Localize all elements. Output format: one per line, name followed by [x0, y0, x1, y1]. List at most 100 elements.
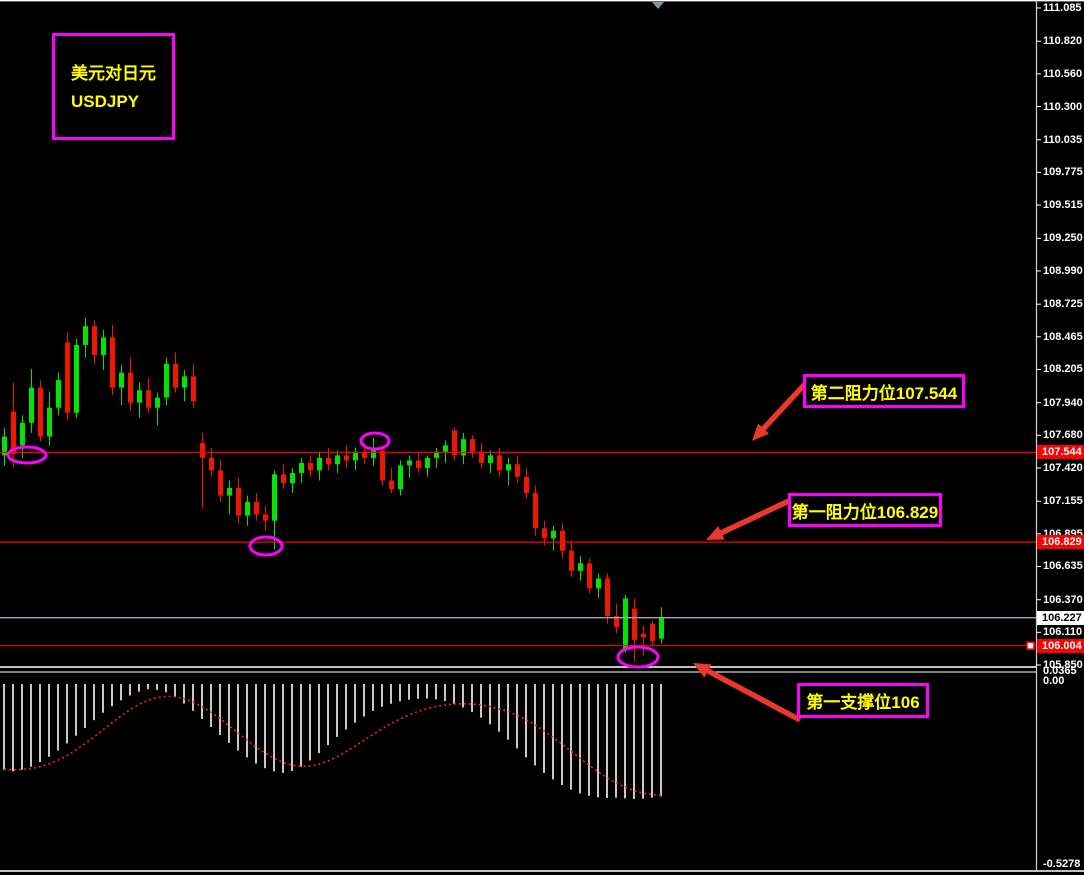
candle-body — [11, 411, 16, 455]
indicator-histogram-bar — [120, 684, 122, 701]
indicator-histogram-bar — [471, 684, 473, 713]
candle-body — [227, 488, 232, 496]
indicator-histogram-bar — [192, 684, 194, 711]
indicator-histogram-bar — [138, 684, 140, 692]
candle-body — [362, 451, 367, 458]
annotation-resistance2[interactable]: 第二阻力位107.544 — [803, 374, 965, 408]
candle-body — [650, 623, 655, 642]
scroll-to-end-marker[interactable] — [652, 2, 664, 9]
candle-body — [335, 455, 340, 465]
indicator-histogram-bar — [543, 684, 545, 773]
indicator-histogram-bar — [660, 684, 662, 797]
candle-body — [119, 372, 124, 388]
indicator-histogram-bar — [561, 684, 563, 785]
indicator-histogram-bar — [633, 684, 635, 799]
indicator-histogram-bar — [327, 684, 329, 745]
candle-body — [569, 550, 574, 571]
indicator-histogram-bar — [219, 684, 221, 736]
indicator-histogram-bar — [102, 684, 104, 713]
candle-body — [281, 474, 286, 484]
indicator-histogram-bar — [282, 684, 284, 773]
indicator-histogram-bar — [336, 684, 338, 737]
candle-body — [434, 451, 439, 458]
indicator-histogram-bar — [111, 684, 113, 707]
annotation-arrow-shaft — [713, 497, 793, 539]
indicator-histogram-bar — [345, 684, 347, 730]
annotation-arrow-shaft — [700, 665, 802, 723]
candle-body — [551, 530, 556, 539]
annotation-support1[interactable]: 第一支撑位106 — [797, 683, 929, 718]
candle-body — [155, 397, 160, 408]
indicator-histogram-bar — [552, 684, 554, 780]
indicator-histogram-bar — [300, 684, 302, 767]
indicator-histogram-bar — [372, 684, 374, 711]
candle-body — [83, 326, 88, 345]
indicator-signal-line — [3, 695, 662, 797]
top-border — [0, 0, 1084, 2]
indicator-histogram-bar — [228, 684, 230, 743]
candle-body — [605, 578, 610, 617]
candle-body — [263, 514, 268, 521]
indicator-histogram-bar — [84, 684, 86, 728]
indicator-histogram-bar — [318, 684, 320, 754]
annotation-resistance1[interactable]: 第一阻力位106.829 — [788, 493, 942, 527]
candle-body — [200, 442, 205, 458]
candle-body — [452, 430, 457, 456]
symbol-ticker: USDJPY — [71, 92, 140, 111]
indicator-histogram-bar — [489, 684, 491, 725]
highlight-ellipse — [616, 645, 660, 669]
indicator-histogram-bar — [156, 684, 158, 690]
candle-body — [236, 488, 241, 516]
indicator-histogram-bar — [408, 684, 410, 700]
indicator-histogram-bar — [426, 684, 428, 699]
indicator-histogram-bar — [66, 684, 68, 744]
candle-body — [146, 390, 151, 408]
indicator-histogram-bar — [210, 684, 212, 728]
candle-body — [47, 407, 52, 437]
indicator-histogram-bar — [174, 684, 176, 698]
candle-body — [65, 342, 70, 413]
indicator-histogram-bar — [39, 684, 41, 763]
candle-body — [587, 563, 592, 589]
indicator-histogram-bar — [444, 684, 446, 701]
candle-body — [245, 501, 250, 516]
support-line-anchor-marker — [1026, 641, 1035, 650]
indicator-histogram-bar — [48, 684, 50, 757]
candle-body — [191, 376, 196, 402]
candle-body — [2, 436, 7, 456]
symbol-label-box[interactable]: 美元对日元 USDJPY — [52, 33, 175, 140]
candle-body — [56, 380, 61, 408]
indicator-histogram-bar — [453, 684, 455, 704]
indicator-histogram-bar — [273, 684, 275, 772]
indicator-histogram-bar — [255, 684, 257, 764]
candle-body — [290, 472, 295, 484]
candle-body — [623, 598, 628, 649]
indicator-histogram-bar — [237, 684, 239, 751]
candle-body — [164, 363, 169, 398]
symbol-name-cn: 美元对日元 — [71, 64, 156, 83]
indicator-histogram-bar — [498, 684, 500, 732]
candle-body — [443, 445, 448, 452]
indicator-histogram-bar — [363, 684, 365, 717]
annotation-arrow-head — [706, 525, 725, 540]
candle-body — [533, 493, 538, 529]
candle-body — [209, 457, 214, 471]
indicator-histogram-bar — [399, 684, 401, 702]
indicator-histogram-bar — [381, 684, 383, 707]
candle-body — [317, 457, 322, 471]
candle-body — [254, 501, 259, 515]
indicator-histogram-bar — [129, 684, 131, 696]
candle-body — [659, 617, 664, 639]
candle-body — [416, 460, 421, 468]
candle-body — [596, 578, 601, 589]
indicator-histogram-bar — [3, 684, 5, 770]
indicator-histogram-bar — [354, 684, 356, 723]
candle-body — [389, 480, 394, 490]
candle-body — [29, 387, 34, 423]
highlight-ellipse — [6, 445, 48, 465]
candle-body — [524, 476, 529, 494]
indicator-histogram-bar — [291, 684, 293, 772]
indicator-histogram-bar — [93, 684, 95, 721]
indicator-histogram-bar — [642, 684, 644, 799]
